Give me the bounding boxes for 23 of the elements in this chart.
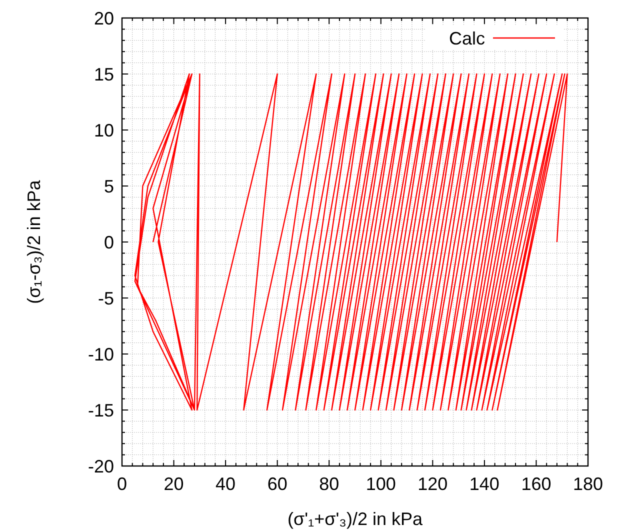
x-tick-label: 180 bbox=[572, 474, 604, 494]
x-tick-label: 60 bbox=[267, 474, 288, 494]
y-tick-label: 0 bbox=[104, 232, 114, 252]
x-tick-label: 40 bbox=[216, 474, 236, 494]
x-tick-label: 0 bbox=[116, 474, 128, 494]
x-tick-label: 80 bbox=[319, 474, 340, 494]
x-tick-label: 120 bbox=[418, 474, 448, 494]
x-tick-label: 20 bbox=[164, 474, 184, 494]
y-tick-label: 5 bbox=[104, 176, 114, 196]
y-tick-label: 10 bbox=[94, 120, 114, 140]
line-series bbox=[134, 73, 568, 411]
y-tick-label: 20 bbox=[94, 8, 114, 28]
legend-label: Calc bbox=[448, 28, 485, 48]
y-tick-label: -20 bbox=[88, 456, 114, 476]
y-axis-title: (σ₁-σ₃)/2 in kPa bbox=[24, 179, 44, 304]
x-tick-label: 100 bbox=[366, 474, 396, 494]
x-axis-title: (σ'₁+σ'₃)/2 in kPa bbox=[287, 509, 424, 529]
x-tick-label: 140 bbox=[469, 474, 500, 494]
x-tick-label: 160 bbox=[521, 474, 552, 494]
y-tick-label: 15 bbox=[94, 64, 114, 84]
y-tick-label: -15 bbox=[88, 400, 114, 420]
y-tick-label: -10 bbox=[88, 344, 114, 364]
y-tick-label: -5 bbox=[98, 288, 114, 308]
